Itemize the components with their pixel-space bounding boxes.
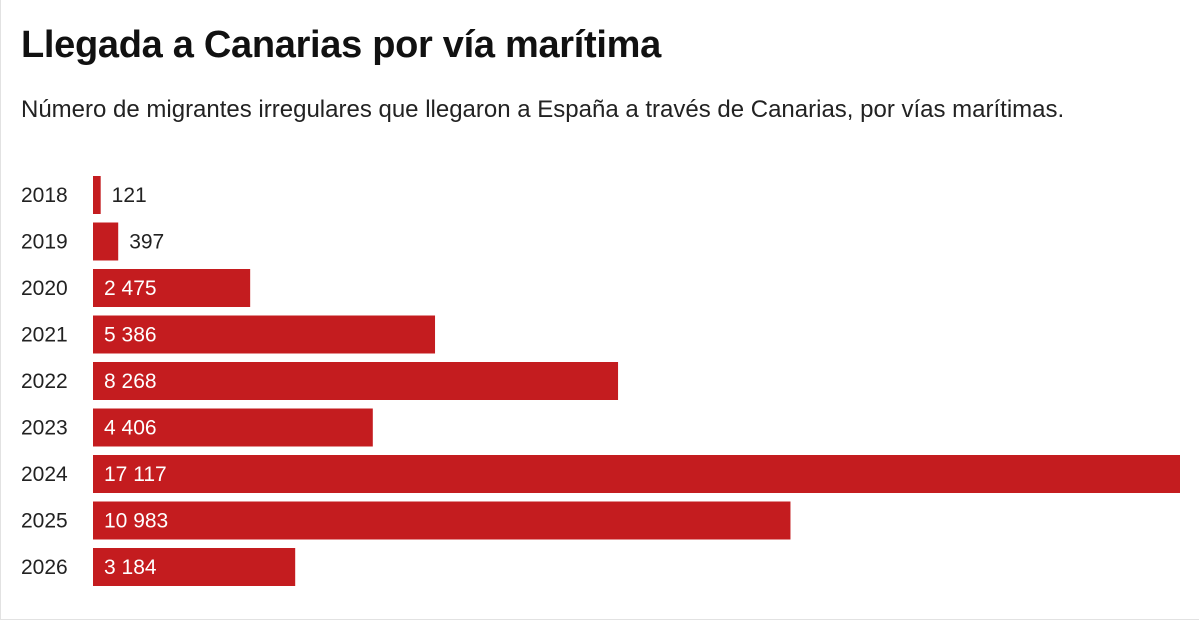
- value-label: 397: [129, 231, 164, 254]
- value-label: 10 983: [104, 510, 168, 533]
- year-label: 2024: [21, 463, 68, 486]
- value-label: 121: [112, 184, 147, 207]
- bar-2022: [93, 362, 619, 400]
- year-label: 2022: [21, 370, 68, 393]
- value-label: 4 406: [104, 417, 157, 440]
- value-label: 5 386: [104, 324, 157, 347]
- year-label: 2025: [21, 510, 68, 533]
- bar-2018: [93, 176, 101, 214]
- bar-2020: [93, 269, 251, 307]
- chart-subtitle: Número de migrantes irregulares que lleg…: [21, 96, 1065, 123]
- value-label: 17 117: [104, 463, 167, 486]
- year-label: 2019: [21, 231, 68, 254]
- value-label: 8 268: [104, 370, 157, 393]
- bar-2026: [93, 548, 296, 586]
- year-label: 2018: [21, 184, 68, 207]
- bar-2021: [93, 315, 436, 354]
- year-label: 2023: [21, 417, 68, 440]
- bar-2019: [93, 222, 119, 261]
- bar-2024: [93, 455, 1180, 493]
- year-label: 2020: [21, 277, 68, 300]
- bar-2023: [93, 408, 373, 447]
- value-label: 3 184: [104, 556, 157, 579]
- bar-2025: [93, 501, 791, 540]
- year-label: 2021: [21, 324, 68, 347]
- year-label: 2026: [21, 556, 68, 579]
- value-label: 2 475: [104, 277, 157, 300]
- chart-title: Llegada a Canarias por vía marítima: [21, 24, 661, 66]
